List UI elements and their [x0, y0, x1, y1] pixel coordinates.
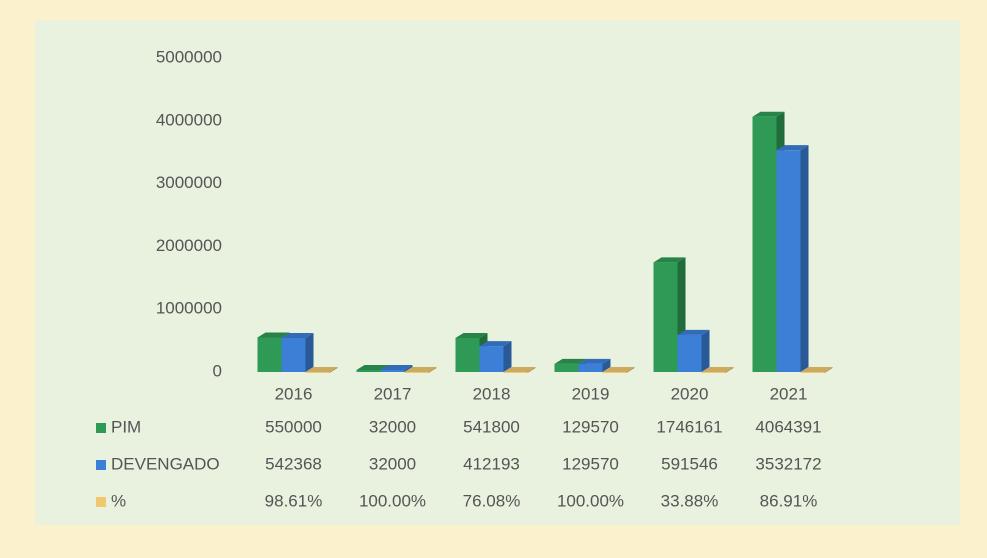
- bar: [356, 369, 381, 372]
- x-tick-label: 2016: [275, 384, 313, 403]
- table-cell: 1746161: [656, 417, 722, 436]
- bar-top: [503, 366, 536, 372]
- table-cell: 412193: [463, 454, 520, 473]
- table-cell: 33.88%: [661, 491, 719, 510]
- bar-side: [626, 366, 635, 373]
- bar: [752, 116, 777, 372]
- bar-top: [257, 332, 290, 338]
- legend-swatch: [96, 460, 106, 470]
- bar: [479, 346, 504, 372]
- bar: [503, 371, 528, 373]
- table-cell: 591546: [661, 454, 718, 473]
- y-tick-label: 4000000: [156, 110, 222, 129]
- y-tick-label: 3000000: [156, 173, 222, 192]
- bar-top: [479, 341, 512, 347]
- bar-side: [701, 329, 710, 372]
- bar-side: [725, 366, 734, 373]
- legend-label: DEVENGADO: [111, 454, 220, 473]
- bar: [305, 371, 330, 373]
- bar-side: [800, 145, 809, 372]
- bar-top: [305, 366, 338, 372]
- bar: [554, 363, 579, 372]
- bar: [281, 337, 306, 372]
- bar: [800, 371, 825, 373]
- y-tick-label: 1000000: [156, 299, 222, 318]
- bar: [380, 369, 405, 372]
- bar-side: [404, 364, 413, 372]
- bar: [455, 337, 480, 372]
- bar: [404, 371, 429, 373]
- legend-swatch: [96, 423, 106, 433]
- bar-top: [404, 366, 437, 372]
- table-cell: 4064391: [755, 417, 821, 436]
- table-cell: 100.00%: [359, 491, 426, 510]
- table-cell: 86.91%: [760, 491, 818, 510]
- bar-top: [602, 366, 635, 372]
- bar-side: [329, 366, 338, 373]
- table-cell: 98.61%: [265, 491, 323, 510]
- bar: [776, 150, 801, 372]
- x-tick-label: 2018: [473, 384, 511, 403]
- bar-top: [356, 364, 389, 370]
- bar: [578, 363, 603, 372]
- bar: [653, 262, 678, 372]
- legend-swatch: [96, 497, 106, 507]
- bar-side: [428, 366, 437, 373]
- table-cell: 550000: [265, 417, 322, 436]
- bar-top: [281, 332, 314, 338]
- y-tick-label: 5000000: [156, 47, 222, 66]
- bar: [677, 334, 702, 372]
- x-tick-label: 2021: [770, 384, 808, 403]
- x-tick-label: 2020: [671, 384, 709, 403]
- bar-top: [380, 364, 413, 370]
- table-cell: 542368: [265, 454, 322, 473]
- bar-top: [578, 358, 611, 364]
- bar-top: [653, 257, 686, 263]
- table-cell: 76.08%: [463, 491, 521, 510]
- legend-label: %: [111, 491, 126, 510]
- x-tick-label: 2017: [374, 384, 412, 403]
- x-tick-label: 2019: [572, 384, 610, 403]
- legend-label: PIM: [111, 417, 141, 436]
- bar-side: [527, 366, 536, 373]
- bar-side: [602, 358, 611, 372]
- table-cell: 129570: [562, 417, 619, 436]
- bar: [602, 371, 627, 373]
- table-cell: 541800: [463, 417, 520, 436]
- table-cell: 3532172: [755, 454, 821, 473]
- bar: [701, 371, 726, 373]
- table-cell: 32000: [369, 454, 416, 473]
- bar-side: [824, 366, 833, 373]
- bar-top: [455, 332, 488, 338]
- bar: [257, 337, 282, 372]
- bar-top: [554, 358, 587, 364]
- y-tick-label: 2000000: [156, 236, 222, 255]
- table-cell: 129570: [562, 454, 619, 473]
- y-tick-label: 0: [213, 361, 222, 380]
- bar-side: [503, 341, 512, 372]
- bar-top: [800, 366, 833, 372]
- bar-top: [701, 366, 734, 372]
- bar-top: [677, 329, 710, 335]
- chart-panel: [35, 20, 960, 525]
- table-cell: 100.00%: [557, 491, 624, 510]
- table-cell: 32000: [369, 417, 416, 436]
- bar-top: [752, 111, 785, 117]
- bar-top: [776, 145, 809, 151]
- bar-side: [305, 332, 314, 372]
